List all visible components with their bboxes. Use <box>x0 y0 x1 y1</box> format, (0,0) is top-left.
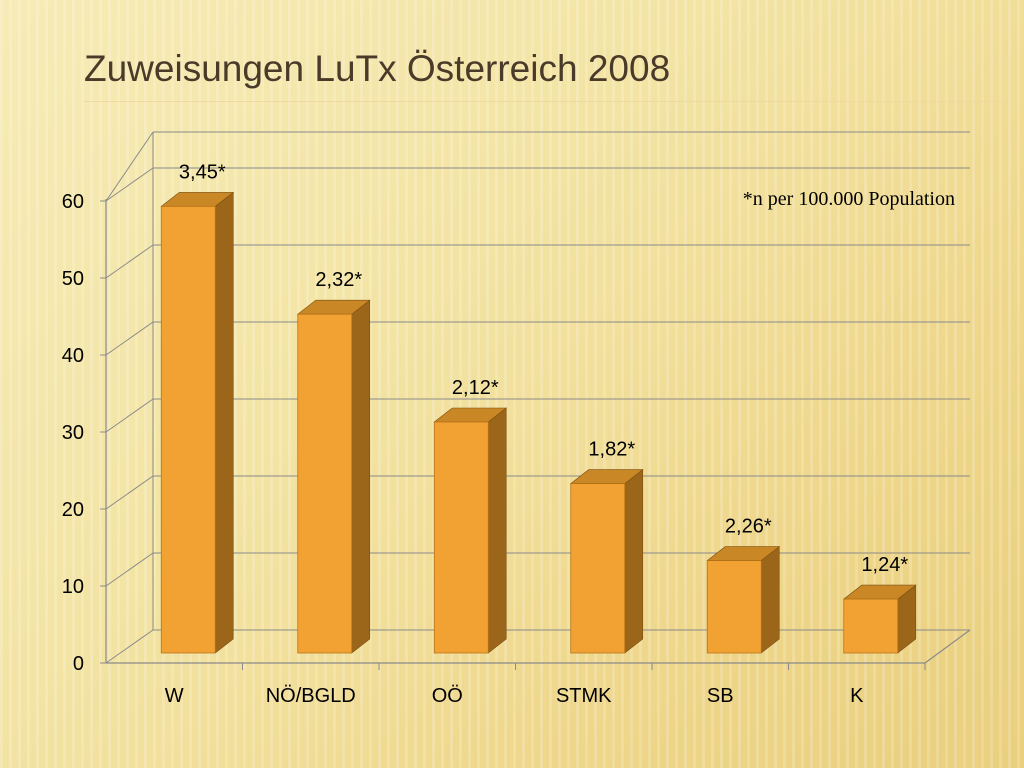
data-label-NÖ/BGLD: 2,32* <box>315 269 362 291</box>
data-label-OÖ: 2,12* <box>452 377 499 399</box>
bar-side-NÖ/BGLD <box>351 299 371 654</box>
bar-SB <box>706 560 762 654</box>
y-tick-label: 10 <box>62 576 84 598</box>
side-gridline-top <box>105 131 154 202</box>
bar-side-W <box>214 191 234 654</box>
population-note: *n per 100.000 Population <box>743 188 955 210</box>
bar-OÖ <box>433 421 489 654</box>
side-gridline <box>105 552 154 587</box>
bar-side-SB <box>760 545 780 654</box>
x-tick-label-SB: SB <box>707 685 734 707</box>
side-gridline <box>105 475 154 510</box>
y-tick-label: 20 <box>62 499 84 521</box>
x-tick-label-K: K <box>850 685 864 707</box>
data-label-K: 1,24* <box>861 554 908 576</box>
x-tick-label-STMK: STMK <box>556 685 612 707</box>
y-tick-label: 60 <box>62 191 84 213</box>
data-label-W: 3,45* <box>179 161 226 183</box>
bar-side-STMK <box>624 468 644 654</box>
x-tick-label-NÖ/BGLD: NÖ/BGLD <box>266 685 356 707</box>
y-tick-label: 50 <box>62 268 84 290</box>
side-gridline <box>105 629 154 664</box>
y-tick-label: 0 <box>73 653 84 675</box>
data-label-SB: 2,26* <box>725 516 772 538</box>
bars <box>160 191 917 654</box>
gridlines <box>105 131 970 664</box>
data-label-STMK: 1,82* <box>588 439 635 461</box>
title-underline <box>84 101 1004 102</box>
side-gridline <box>105 244 154 279</box>
slide-title: Zuweisungen LuTx Österreich 2008 <box>84 48 671 89</box>
x-tick-label-W: W <box>165 685 184 707</box>
side-gridline <box>105 398 154 433</box>
x-tick-label-OÖ: OÖ <box>432 685 463 707</box>
floor-right-edge <box>924 629 971 664</box>
bar-W <box>160 205 216 654</box>
bar-STMK <box>570 483 626 654</box>
axes <box>100 199 971 670</box>
labels: 0 10 20 30 40 50 60 3,45* W 2,32* NÖ/BGLD 2,12* OÖ 1,… <box>62 161 909 707</box>
y-tick-label: 30 <box>62 422 84 444</box>
side-gridline <box>105 321 154 356</box>
bar-side-OÖ <box>487 407 507 654</box>
y-tick-label: 40 <box>62 345 84 367</box>
bar-NÖ/BGLD <box>297 313 353 654</box>
side-gridline <box>105 167 154 202</box>
bar-K <box>843 598 899 654</box>
